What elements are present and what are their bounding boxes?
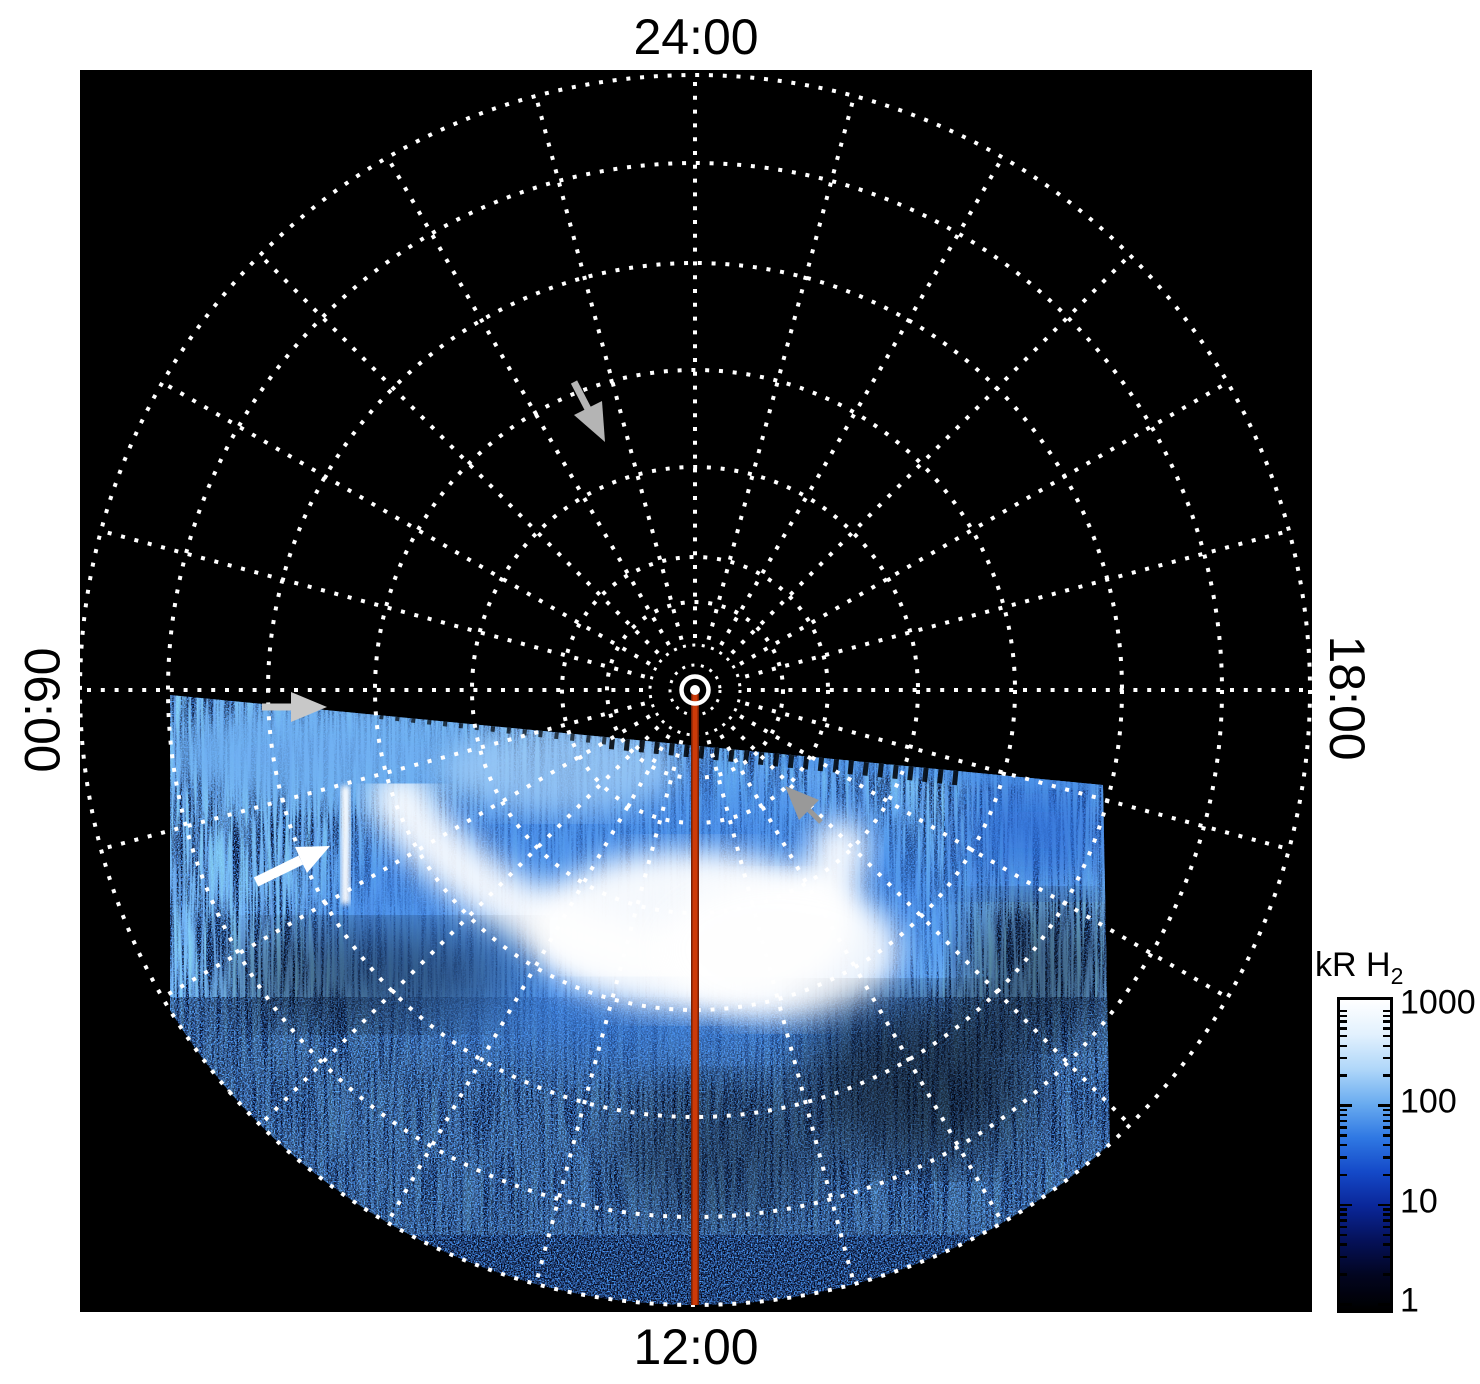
- colorbar-tick-label: 1000: [1400, 983, 1476, 1022]
- grid-spoke: [739, 381, 1228, 666]
- pole-marker: [679, 674, 711, 706]
- grid-ring: [373, 368, 1017, 1012]
- colorbar-tick: [1340, 1243, 1347, 1246]
- colorbar-tick: [1383, 1074, 1390, 1077]
- colorbar: [1337, 997, 1393, 1313]
- colorbar-tick-label: 10: [1400, 1182, 1438, 1221]
- aurora-emission-image: [170, 695, 1110, 1305]
- colorbar-tick: [1340, 1126, 1347, 1129]
- dawn-streak-feature: [341, 786, 350, 904]
- colorbar-tick: [1340, 1056, 1347, 1060]
- grid-spoke: [162, 381, 651, 666]
- colorbar-tick: [1383, 1113, 1390, 1117]
- colorbar-tick: [1340, 1233, 1347, 1237]
- colorbar-tick: [1378, 1203, 1390, 1207]
- polar-aurora-map: [80, 73, 1312, 1307]
- colorbar-tick: [1340, 1113, 1347, 1117]
- annotation-arrow-top-gray: [570, 380, 605, 442]
- colorbar-tick: [1340, 1203, 1352, 1207]
- colorbar-title: kR H2: [1315, 946, 1404, 989]
- colorbar-tick: [1383, 1143, 1390, 1147]
- colorbar-tick: [1383, 1034, 1390, 1038]
- colorbar-tick: [1378, 1303, 1390, 1306]
- polar-grid: [80, 73, 1312, 1307]
- time-label-1800: 18:00: [1319, 635, 1375, 761]
- colorbar-tick: [1340, 1027, 1347, 1030]
- colorbar-tick: [1383, 1173, 1390, 1177]
- colorbar-tick: [1340, 1173, 1347, 1177]
- colorbar-tick: [1340, 1273, 1347, 1276]
- grid-spoke: [744, 529, 1289, 679]
- annotation-arrow-mid-gray: [785, 786, 823, 824]
- grid-ring: [80, 73, 1312, 1307]
- colorbar-tick: [1340, 1208, 1347, 1211]
- colorbar-tick: [1383, 1233, 1390, 1237]
- annotation-arrow-left-gray: [262, 692, 327, 722]
- grid-ring: [166, 161, 1224, 1219]
- colorbar-tick: [1340, 1143, 1347, 1147]
- colorbar-tick: [1340, 1104, 1352, 1107]
- colorbar-tick-label: 100: [1400, 1082, 1457, 1121]
- grid-spoke: [730, 254, 1131, 655]
- colorbar-tick: [1383, 1027, 1390, 1030]
- colorbar-tick: [1383, 1134, 1390, 1137]
- colorbar-tick: [1340, 1009, 1347, 1013]
- colorbar-tick: [1383, 1020, 1390, 1023]
- colorbar-tick: [1340, 1014, 1347, 1018]
- colorbar-tick: [1383, 1273, 1390, 1276]
- colorbar-tick: [1340, 1156, 1347, 1159]
- grid-spoke: [101, 529, 646, 679]
- colorbar-tick: [1383, 1108, 1390, 1112]
- colorbar-tick: [1383, 1044, 1390, 1048]
- colorbar-tick: [1340, 1225, 1347, 1229]
- colorbar-tick: [1383, 1208, 1390, 1211]
- colorbar-tick-label: 1: [1400, 1281, 1419, 1320]
- colorbar-tick: [1383, 1056, 1390, 1060]
- colorbar-tick: [1340, 1134, 1347, 1137]
- grid-spoke: [386, 157, 671, 646]
- colorbar-tick: [1340, 1108, 1347, 1112]
- colorbar-tick: [1340, 1034, 1347, 1038]
- colorbar-tick: [1340, 1119, 1347, 1123]
- colorbar-tick: [1383, 1009, 1390, 1013]
- grid-spoke: [706, 96, 856, 641]
- colorbar-tick: [1383, 1156, 1390, 1159]
- colorbar-tick: [1340, 1219, 1347, 1222]
- colorbar-gradient: [1340, 1000, 1390, 1310]
- colorbar-tick: [1340, 1074, 1347, 1077]
- grid-spoke: [719, 157, 1004, 646]
- colorbar-tick: [1383, 1126, 1390, 1129]
- colorbar-tick: [1383, 1219, 1390, 1222]
- colorbar-tick: [1383, 1255, 1390, 1259]
- time-label-2400: 24:00: [633, 9, 759, 65]
- colorbar-tick: [1378, 1104, 1390, 1107]
- colorbar-tick: [1383, 1119, 1390, 1123]
- grid-spoke: [534, 96, 684, 641]
- grid-ring: [470, 465, 920, 915]
- colorbar-tick: [1340, 1020, 1347, 1023]
- colorbar-tick: [1383, 1213, 1390, 1216]
- colorbar-tick: [1383, 1014, 1390, 1018]
- colorbar-tick: [1383, 1225, 1390, 1229]
- colorbar-tick: [1340, 1044, 1347, 1048]
- annotation-arrow-white: [253, 846, 330, 887]
- grid-spoke: [259, 254, 660, 655]
- grid-ring: [648, 643, 742, 737]
- time-label-0600: 06:00: [14, 647, 70, 773]
- time-label-1200: 12:00: [633, 1319, 759, 1375]
- colorbar-tick: [1340, 1303, 1352, 1306]
- plot-area: [80, 70, 1312, 1312]
- colorbar-tick: [1383, 1243, 1390, 1246]
- colorbar-tick: [1340, 1213, 1347, 1216]
- colorbar-tick-labels: 1000 100 10 1: [1400, 984, 1480, 1320]
- colorbar-tick: [1340, 1255, 1347, 1259]
